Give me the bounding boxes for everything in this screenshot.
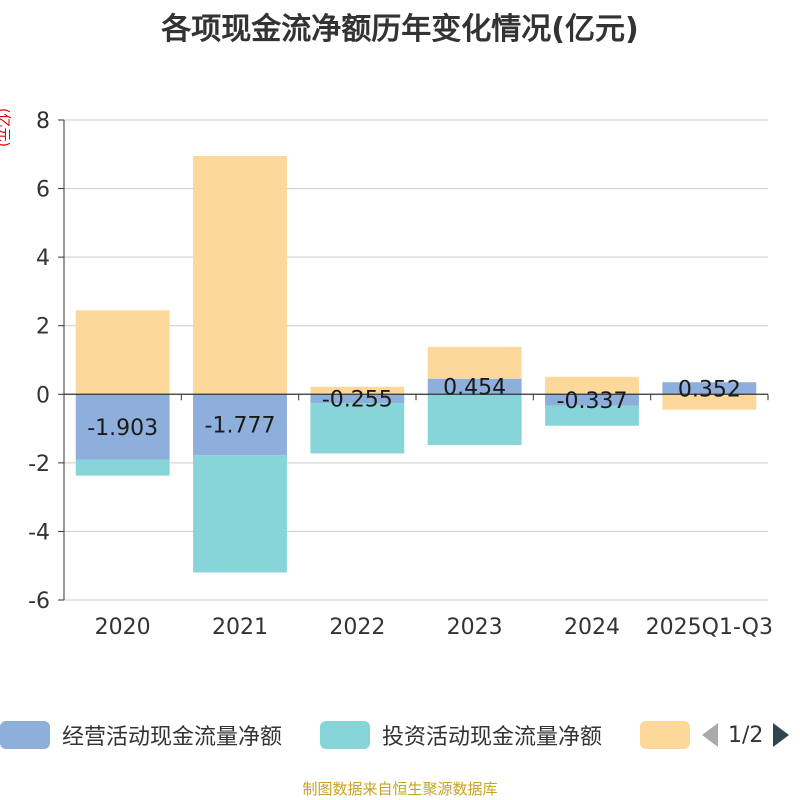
legend-swatch [320, 721, 370, 749]
y-tick-label: 6 [36, 178, 50, 203]
y-tick-label: -2 [28, 452, 50, 477]
bar [193, 394, 287, 456]
data-label: -1.777 [205, 414, 276, 439]
y-tick-label: 2 [36, 315, 50, 340]
bar [310, 394, 405, 404]
legend-item-operating[interactable]: 经营活动现金流量净额 [0, 715, 282, 755]
bar [662, 394, 757, 410]
chart-area: -6 -4 -2 0 2 4 6 8 2020 2021 2022 2023 2024 2025Q1-Q3… [28, 109, 773, 640]
data-label: -0.337 [557, 389, 628, 414]
bar [75, 394, 170, 460]
bar [310, 403, 405, 454]
bar [193, 156, 287, 395]
bar [427, 378, 522, 395]
y-tick-label: -4 [28, 520, 50, 545]
data-label: -0.255 [322, 388, 393, 413]
legend-item-investing[interactable]: 投资活动现金流量净额 [320, 715, 602, 755]
legend-swatch [640, 721, 690, 749]
legend-swatch [0, 721, 50, 749]
bars [75, 156, 757, 573]
grid-lines [64, 119, 768, 601]
legend: 经营活动现金流量净额 投资活动现金流量净额 1/2 [0, 715, 800, 755]
tick-labels: -6 -4 -2 0 2 4 6 8 2020 2021 2022 2023 2024 2025Q1-Q3 [28, 109, 773, 640]
x-tick-label: 2020 [95, 615, 151, 640]
bar [75, 459, 170, 476]
data-label: 0.352 [678, 377, 741, 402]
bar [545, 376, 639, 395]
legend-pager: 1/2 [700, 715, 791, 755]
y-tick-label: 0 [36, 383, 50, 408]
legend-page-indicator: 1/2 [728, 722, 764, 748]
legend-item-financing[interactable] [640, 715, 690, 755]
legend-label: 投资活动现金流量净额 [382, 725, 603, 750]
x-tick-label: 2021 [212, 615, 268, 640]
triangle-left-icon[interactable] [700, 721, 720, 749]
data-source-note: 制图数据来自恒生聚源数据库 [302, 780, 498, 798]
triangle-right-icon[interactable] [771, 721, 791, 749]
bar [545, 405, 639, 426]
bar [427, 394, 522, 446]
x-tick-label: 2022 [329, 615, 385, 640]
bar [427, 346, 522, 379]
x-tick-label: 2023 [447, 615, 503, 640]
bar [545, 394, 639, 406]
data-label: 0.454 [443, 376, 506, 401]
chart-title: 各项现金流净额历年变化情况(亿元) [161, 12, 639, 47]
x-tick-label: 2024 [564, 615, 620, 640]
y-tick-label: 4 [36, 246, 50, 271]
y-tick-label: -6 [28, 589, 50, 614]
y-tick-label: 8 [36, 109, 50, 134]
bar [662, 382, 757, 395]
data-labels: -1.903 -1.777 -0.255 0.454 -0.337 0.352 [87, 376, 741, 441]
x-tick-label: 2025Q1-Q3 [646, 615, 773, 640]
legend-label: 经营活动现金流量净额 [62, 725, 283, 750]
bar [310, 386, 405, 395]
axes [58, 119, 769, 601]
data-label: -1.903 [87, 416, 158, 441]
bar [193, 455, 287, 573]
bar [75, 310, 170, 395]
